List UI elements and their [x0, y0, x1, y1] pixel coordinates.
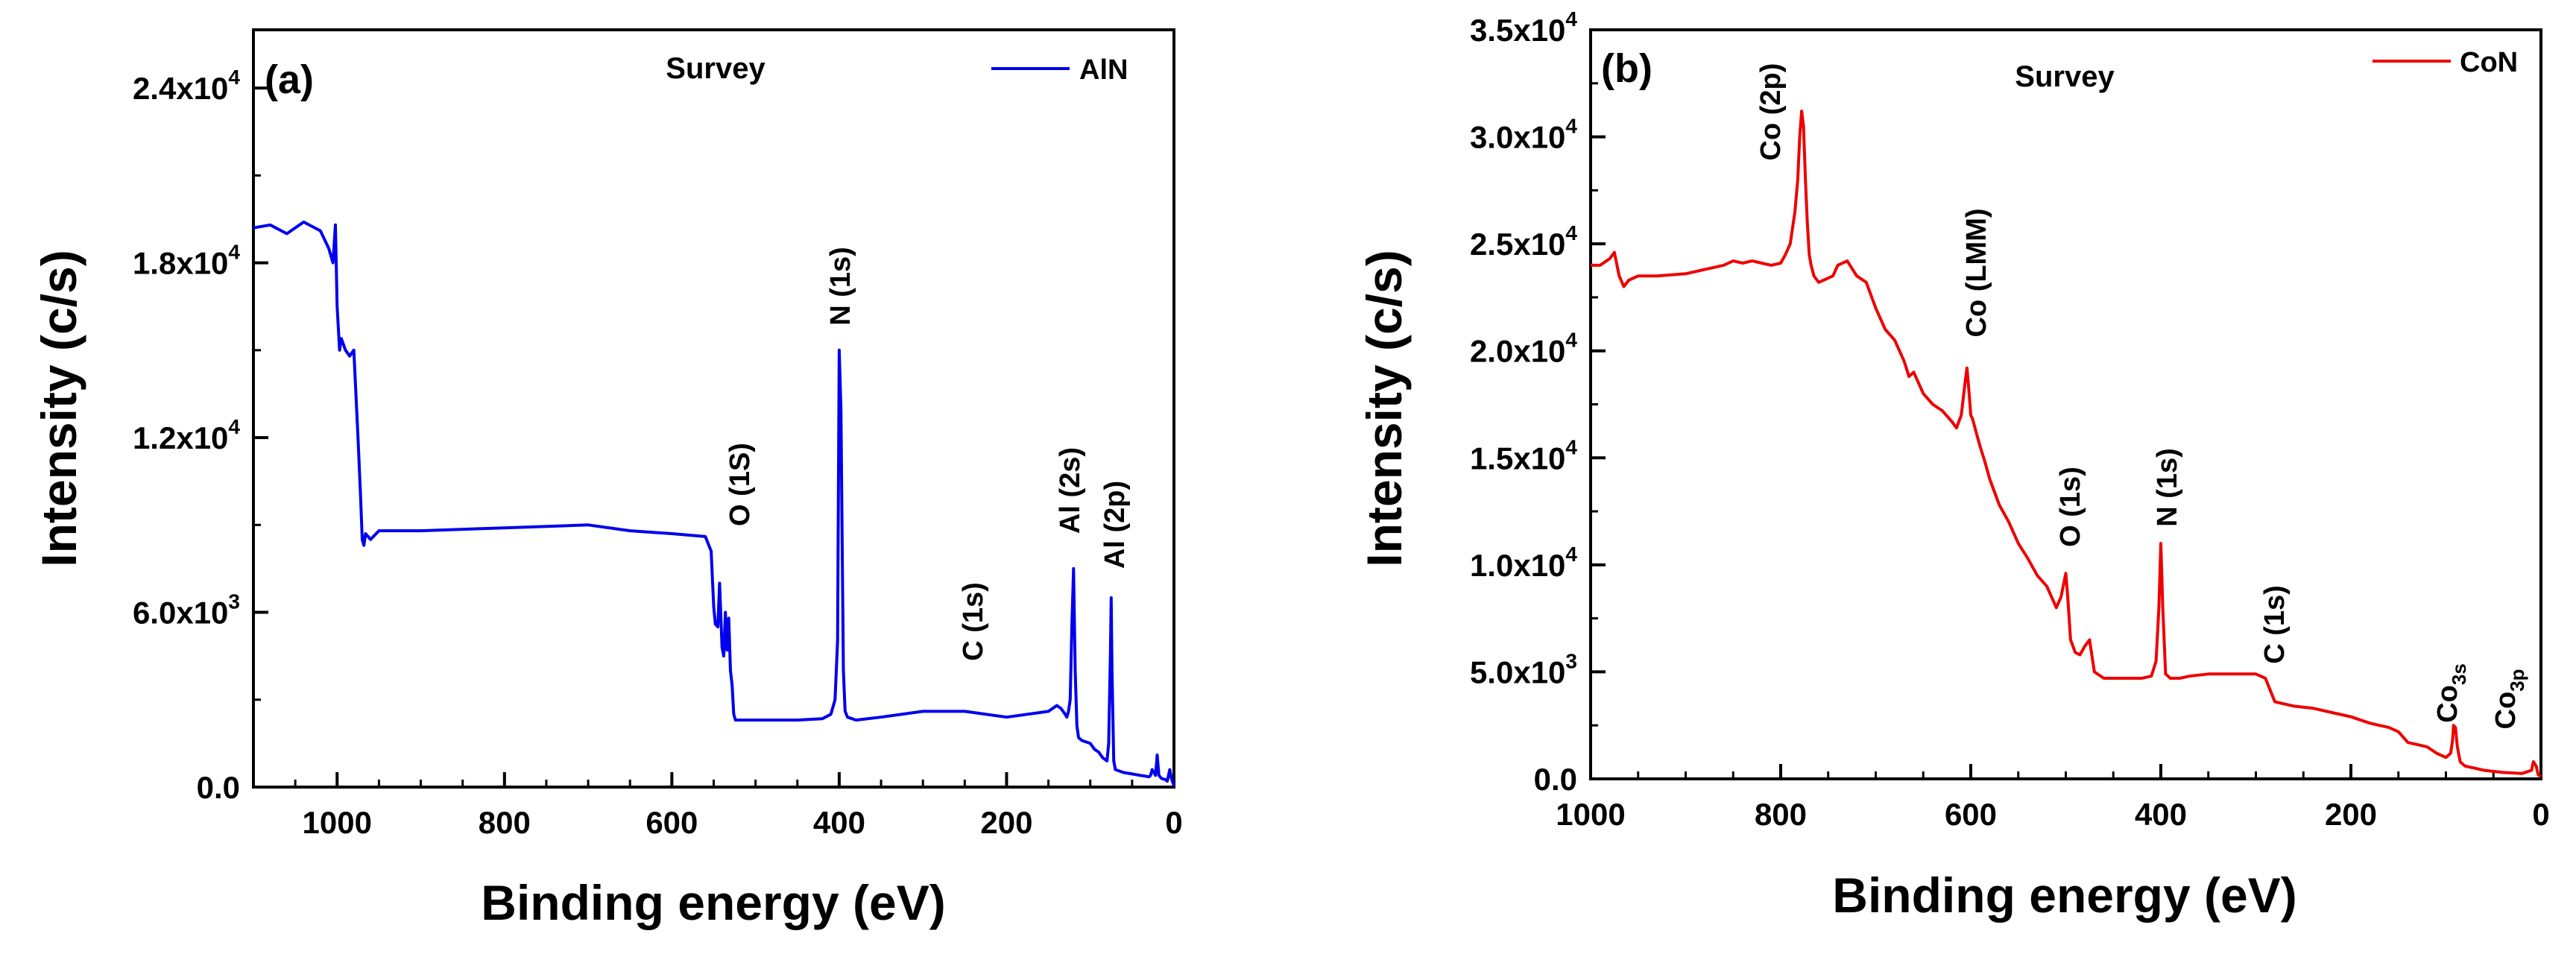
panel-b-annotation-co-3p-sub: 3p: [2506, 669, 2528, 692]
panel-a-y-tick-exponent: 3: [228, 590, 240, 613]
panel-b-y-tick-mantissa: 3.5x10: [1470, 13, 1565, 48]
panel-b-y-tick-label: 3.5x104: [1470, 7, 1577, 48]
panel-b-x-tick-label: 400: [2135, 797, 2187, 832]
panel-a-annotation-c-1s: C (1s): [958, 582, 989, 661]
panel-a-y-tick-mantissa: 1.8x10: [133, 246, 228, 281]
panel-b-title: Survey: [2015, 60, 2115, 93]
panel-b-annotation-co-lmm: Co (LMM): [1961, 208, 1992, 337]
panel-b-annotation-co-3p-base: Co: [2490, 692, 2522, 730]
panel-b-y-tick-mantissa: 1.5x10: [1470, 440, 1565, 476]
panel-b-x-tick-label: 1000: [1556, 797, 1625, 832]
panel-b-annotation-co-3s-sub: 3s: [2448, 663, 2470, 685]
panel-a-annotation-al-2s: Al (2s): [1055, 447, 1086, 534]
panel-a-alN-series-line: [253, 220, 1175, 786]
panel-a-y-tick-label: 0.0: [197, 770, 240, 805]
panel-b-x-axis-title: Binding energy (eV): [1832, 868, 2296, 923]
panel-a-annotation-al-2p: Al (2p): [1099, 481, 1131, 569]
panel-a-y-tick-label: 6.0x103: [133, 590, 240, 631]
panel-b-y-tick-mantissa: 2.0x10: [1470, 334, 1565, 369]
panel-b-y-tick-exponent: 4: [1565, 221, 1577, 244]
panel-b-con-series-line: [1591, 110, 2542, 778]
panel-a-x-tick-label: 600: [645, 805, 698, 840]
panel-b-y-tick-mantissa: 3.0x10: [1470, 120, 1565, 155]
panel-b-y-tick-mantissa: 1.0x10: [1470, 548, 1565, 583]
panel-a-x-tick-label: 200: [980, 805, 1032, 840]
panel-a-y-tick-exponent: 4: [228, 66, 240, 89]
panel-a-x-tick-label: 400: [813, 805, 865, 840]
panel-b-plot-frame: [1589, 28, 2542, 780]
panel-b-legend-label: CoN: [2460, 47, 2518, 78]
panel-a-x-tick-label: 0: [1165, 805, 1182, 840]
panel-a-x-tick-label: 1000: [303, 805, 372, 840]
panel-a-y-tick-mantissa: 2.4x10: [133, 71, 228, 106]
panel-b-y-tick-exponent: 3: [1565, 649, 1577, 672]
panel-b-annotation-o-1s: O (1s): [2055, 467, 2086, 547]
panel-a-y-tick-mantissa: 6.0x10: [133, 596, 228, 631]
panel-a-x-tick-label: 800: [479, 805, 531, 840]
panel-b-x-tick-label: 800: [1755, 797, 1807, 832]
panel-a-title: Survey: [666, 52, 765, 85]
panel-a-x-axis-title: Binding energy (eV): [481, 875, 945, 930]
panel-b-annotation-co-2p: Co (2p): [1755, 63, 1787, 161]
panel-a-y-tick-label: 1.2x104: [133, 415, 240, 455]
panel-a-y-tick-mantissa: 1.2x10: [133, 420, 228, 455]
panel-a-annotation-o-1s: O (1S): [724, 443, 756, 526]
panel-b-x-tick-label: 600: [1945, 797, 1997, 832]
panel-b-y-tick-label: 1.5x104: [1470, 435, 1577, 476]
panel-a-legend-label: AlN: [1079, 54, 1128, 86]
panel-b-y-tick-exponent: 4: [1565, 7, 1577, 31]
panel-b-annotation-c-1s: C (1s): [2259, 585, 2291, 664]
panel-b-y-axis-title: Intensity (c/s): [1357, 250, 1412, 566]
panel-b-y-tick-exponent: 4: [1565, 543, 1577, 566]
panel-b-x-tick-label: 200: [2325, 797, 2377, 832]
panel-a-y-tick-exponent: 4: [228, 415, 240, 438]
panel-b-y-tick-mantissa: 2.5x10: [1470, 227, 1565, 262]
panel-a-ticks: 1000 800 600 400 200 00.06.0x1031.2x1041.8x10…: [133, 66, 1183, 840]
panel-b-con-chart: 1000 800 600 400 200 00.05.0x1031.0x1041.5x10…: [1357, 7, 2550, 923]
panel-b-y-tick-exponent: 4: [1565, 435, 1577, 458]
panel-b-annotation-co-3s-base: Co: [2432, 685, 2463, 723]
panel-a-alN-chart: 1000 800 600 400 200 00.06.0x1031.2x1041.8x10…: [31, 28, 1183, 930]
panel-a-y-tick-label: 1.8x104: [133, 241, 240, 281]
panel-b-y-tick-mantissa: 0.0: [1534, 762, 1577, 797]
panel-a-y-axis-title: Intensity (c/s): [31, 250, 86, 566]
panel-b-legend: CoN: [2373, 47, 2518, 78]
panel-a-y-tick-label: 2.4x104: [133, 66, 240, 106]
panel-b-y-tick-label: 2.5x104: [1470, 221, 1577, 262]
panel-a-plot-frame: [252, 28, 1175, 789]
panel-a-legend: AlN: [991, 54, 1128, 86]
panel-b-label: (b): [1601, 46, 1652, 91]
panel-b-y-tick-label: 3.0x104: [1470, 115, 1577, 155]
panel-b-annotation-n-1s: N (1s): [2152, 448, 2183, 527]
panel-a-y-tick-mantissa: 0.0: [197, 770, 240, 805]
panel-b-y-tick-exponent: 4: [1565, 329, 1577, 352]
panel-b-ticks: 1000 800 600 400 200 00.05.0x1031.0x1041.5x10…: [1470, 7, 2550, 832]
panel-b-y-tick-label: 2.0x104: [1470, 329, 1577, 369]
panel-a-annotation-n-1s: N (1s): [825, 247, 856, 326]
panel-a-label: (a): [265, 57, 314, 102]
panel-b-y-tick-exponent: 4: [1565, 115, 1577, 138]
panel-b-y-tick-label: 5.0x103: [1470, 649, 1577, 689]
panel-b-y-tick-mantissa: 5.0x10: [1470, 654, 1565, 689]
panel-b-y-tick-label: 1.0x104: [1470, 543, 1577, 583]
panel-b-annotation-co-3p: Co3p: [2490, 669, 2528, 730]
panel-b-annotation-co-3s: Co3s: [2432, 663, 2470, 723]
panel-b-x-tick-label: 0: [2532, 797, 2549, 832]
panel-a-y-tick-exponent: 4: [228, 241, 240, 264]
panel-b-y-tick-label: 0.0: [1534, 762, 1577, 797]
